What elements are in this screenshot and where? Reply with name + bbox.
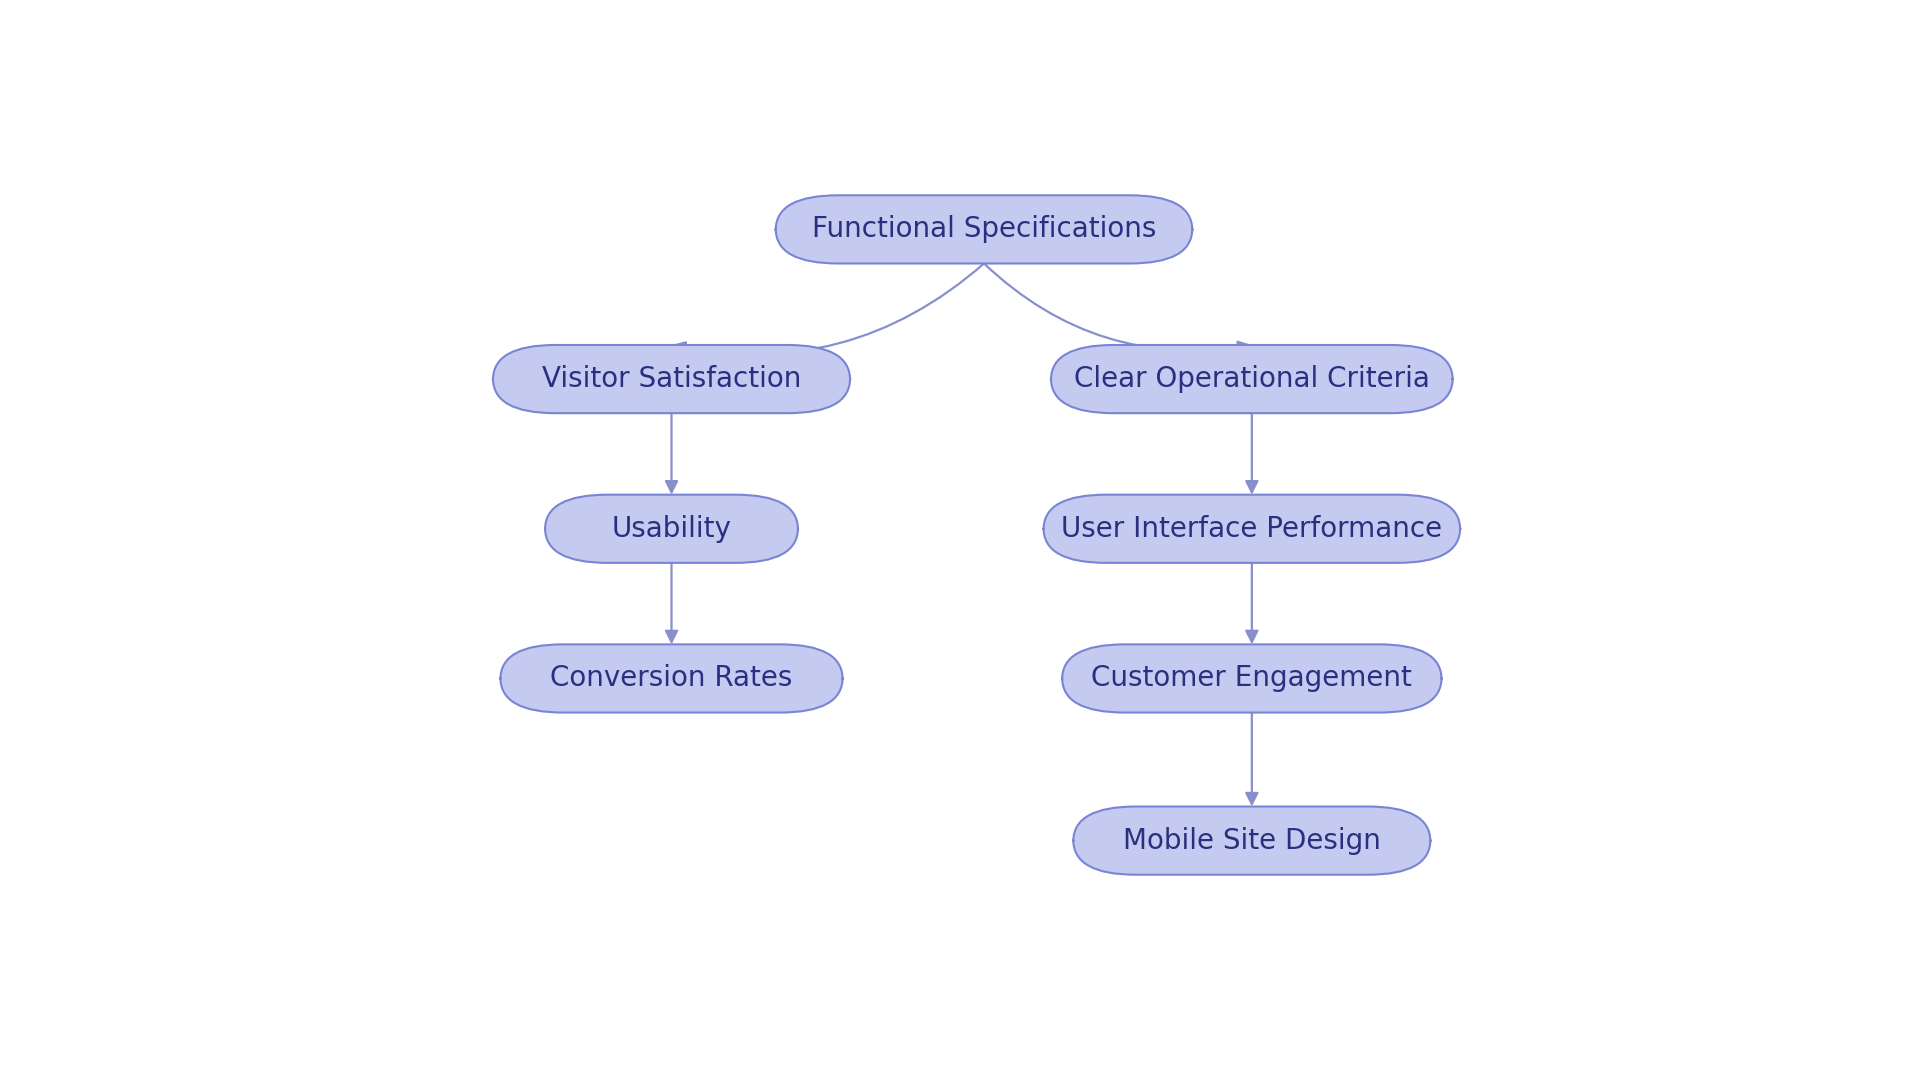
Text: Visitor Satisfaction: Visitor Satisfaction <box>541 365 801 393</box>
Text: Conversion Rates: Conversion Rates <box>551 664 793 692</box>
FancyBboxPatch shape <box>1050 345 1453 414</box>
FancyBboxPatch shape <box>501 645 843 713</box>
Text: Usability: Usability <box>612 515 732 543</box>
FancyArrowPatch shape <box>674 264 983 354</box>
FancyBboxPatch shape <box>545 495 799 563</box>
FancyBboxPatch shape <box>776 195 1192 264</box>
FancyBboxPatch shape <box>1073 807 1430 875</box>
Text: Mobile Site Design: Mobile Site Design <box>1123 826 1380 854</box>
Text: Clear Operational Criteria: Clear Operational Criteria <box>1073 365 1430 393</box>
Text: Customer Engagement: Customer Engagement <box>1091 664 1413 692</box>
FancyArrowPatch shape <box>666 414 678 492</box>
FancyArrowPatch shape <box>983 264 1250 353</box>
FancyArrowPatch shape <box>666 563 678 642</box>
FancyBboxPatch shape <box>1044 495 1461 563</box>
FancyBboxPatch shape <box>1062 645 1442 713</box>
FancyArrowPatch shape <box>1246 414 1258 492</box>
FancyArrowPatch shape <box>1246 563 1258 642</box>
Text: Functional Specifications: Functional Specifications <box>812 215 1156 243</box>
Text: User Interface Performance: User Interface Performance <box>1062 515 1442 543</box>
FancyArrowPatch shape <box>1246 713 1258 804</box>
FancyBboxPatch shape <box>493 345 851 414</box>
